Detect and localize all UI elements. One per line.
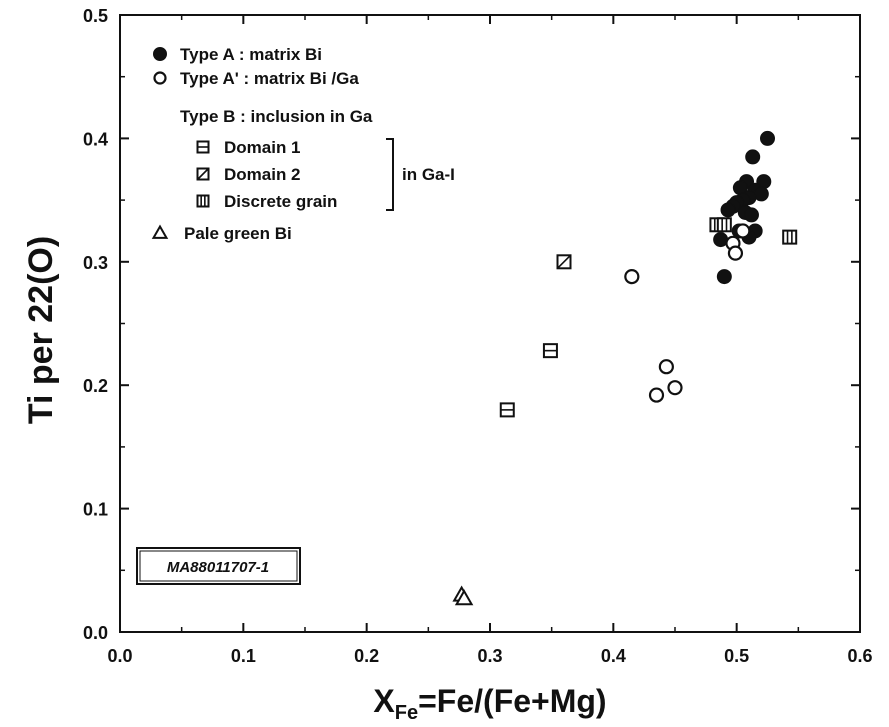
data-points <box>452 130 798 606</box>
x-axis-title-sub: Fe <box>395 702 418 724</box>
x-tick-label: 0.5 <box>724 646 749 666</box>
legend-domain2: Domain 2 <box>224 165 301 184</box>
legend-pale-green: Pale green Bi <box>184 224 292 243</box>
legend: Type A : matrix Bi Type A' : matrix Bi /… <box>151 45 455 243</box>
data-point-type_a <box>743 207 759 223</box>
legend-type-b: Type B : inclusion in Ga <box>180 107 373 126</box>
y-tick-labels: 0.0 0.1 0.2 0.3 0.4 0.5 <box>83 6 108 643</box>
x-axis-title: XFe=Fe/(Fe+Mg) <box>373 683 606 724</box>
legend-type-a-prime: Type A' : matrix Bi /Ga <box>180 69 359 88</box>
axis-ticks <box>119 14 861 633</box>
legend-marker-type_a_prime <box>153 71 167 85</box>
data-point-type_a_prime <box>658 359 674 375</box>
legend-markers <box>151 47 210 239</box>
data-point-type_a <box>720 202 736 218</box>
data-point-type_a_prime <box>648 387 665 403</box>
y-tick-label: 0.5 <box>83 6 108 26</box>
sample-label-box: MA88011707-1 <box>136 547 301 585</box>
x-tick-label: 0.1 <box>231 646 256 666</box>
data-point-type_a_prime <box>667 380 683 396</box>
data-point-type_a_prime <box>624 269 640 285</box>
x-axis-title-main: X <box>373 683 395 719</box>
x-tick-label: 0.3 <box>477 646 502 666</box>
legend-discrete: Discrete grain <box>224 192 337 211</box>
legend-marker-discrete <box>196 194 210 208</box>
x-axis-title-rest: =Fe/(Fe+Mg) <box>418 683 606 719</box>
data-point-domain1 <box>499 402 515 418</box>
data-point-discrete <box>782 229 798 245</box>
legend-domain1: Domain 1 <box>224 138 301 157</box>
y-tick-label: 0.1 <box>83 500 108 520</box>
y-tick-label: 0.2 <box>83 376 108 396</box>
legend-bracket <box>386 138 394 211</box>
y-tick-label: 0.4 <box>83 129 108 149</box>
y-axis-title: Ti per 22(O) <box>22 236 60 424</box>
data-point-discrete <box>716 217 732 233</box>
legend-bracket-label: in Ga-I <box>402 165 455 184</box>
y-tick-label: 0.3 <box>83 253 108 273</box>
data-point-type_a <box>753 186 769 202</box>
legend-marker-domain1 <box>196 140 210 154</box>
x-tick-label: 0.0 <box>107 646 132 666</box>
x-tick-label: 0.2 <box>354 646 379 666</box>
legend-type-a: Type A : matrix Bi <box>180 45 322 64</box>
x-tick-labels: 0.0 0.1 0.2 0.3 0.4 0.5 0.6 <box>107 646 872 666</box>
data-point-pale_green <box>454 589 474 606</box>
data-point-type_a_prime <box>727 245 744 261</box>
data-point-type_a <box>760 130 775 146</box>
legend-marker-domain2 <box>196 167 210 181</box>
y-tick-label: 0.0 <box>83 623 108 643</box>
x-tick-label: 0.6 <box>847 646 872 666</box>
x-tick-label: 0.4 <box>601 646 626 666</box>
data-point-type_a <box>745 149 761 165</box>
legend-marker-pale_green <box>151 224 169 239</box>
data-point-type_a <box>716 269 732 285</box>
data-point-type_a_prime <box>735 223 751 239</box>
sample-label: MA88011707-1 <box>167 559 269 576</box>
legend-marker-type_a <box>153 47 167 61</box>
data-point-domain1 <box>542 343 558 359</box>
data-point-domain2 <box>556 254 572 270</box>
